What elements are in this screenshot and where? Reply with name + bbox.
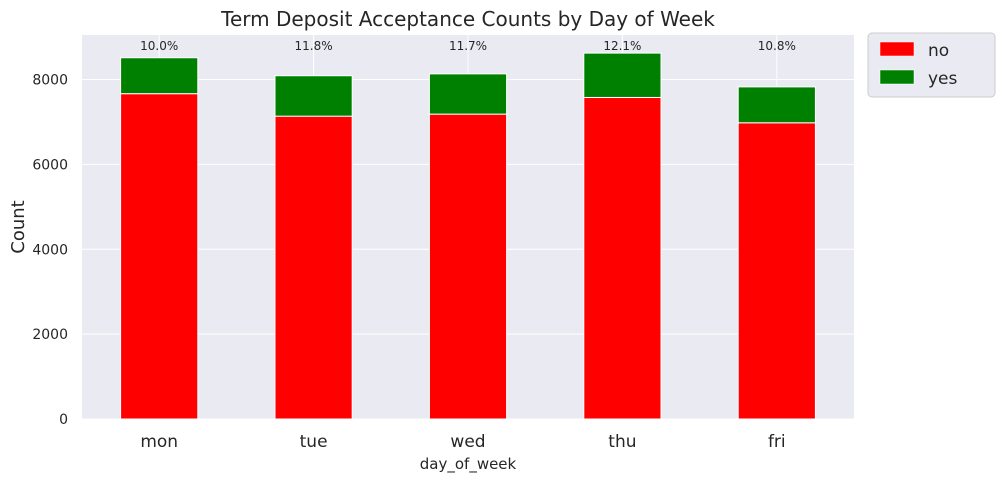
bar-no-wed: [428, 113, 508, 420]
chart-title: Term Deposit Acceptance Counts by Day of…: [220, 7, 715, 31]
percentage-label: 12.1%: [603, 39, 641, 53]
y-tick-label: 4000: [32, 242, 68, 258]
legend-label-no: no: [928, 41, 949, 61]
percentage-label: 10.8%: [758, 39, 796, 53]
y-tick-label: 8000: [32, 73, 68, 89]
bar-yes-tue: [274, 75, 353, 117]
percentage-label: 10.0%: [140, 39, 178, 53]
bar-no-thu: [583, 96, 662, 420]
bar-yes-mon: [120, 57, 199, 95]
bar-no-tue: [274, 115, 353, 420]
x-axis-label: day_of_week: [420, 455, 517, 474]
legend: no yes: [867, 32, 996, 98]
y-ticks: 0 2000 4000 6000 8000: [32, 73, 68, 428]
legend-label-yes: yes: [928, 69, 958, 89]
y-tick-label: 6000: [32, 157, 68, 173]
x-tick-label: thu: [608, 432, 636, 452]
bar-yes-fri: [737, 86, 816, 124]
percentage-label: 11.7%: [449, 39, 487, 53]
x-tick-label: wed: [450, 432, 485, 452]
y-axis-label: Count: [8, 200, 29, 253]
x-tick-label: fri: [768, 432, 786, 452]
bars: [120, 52, 816, 420]
legend-swatch-yes: [879, 69, 915, 85]
legend-swatch-no: [879, 41, 915, 57]
x-tick-label: mon: [140, 432, 178, 452]
bar-no-fri: [737, 122, 816, 420]
percentage-label: 11.8%: [295, 39, 333, 53]
x-ticks: mon tue wed thu fri: [140, 432, 785, 452]
bar-yes-wed: [428, 73, 508, 115]
bar-yes-thu: [583, 52, 662, 98]
x-tick-label: tue: [300, 432, 328, 452]
bar-no-mon: [120, 93, 199, 420]
percentage-labels: 10.0% 11.8% 11.7% 12.1% 10.8%: [140, 39, 796, 53]
y-tick-label: 0: [59, 412, 68, 428]
y-tick-label: 2000: [32, 327, 68, 343]
